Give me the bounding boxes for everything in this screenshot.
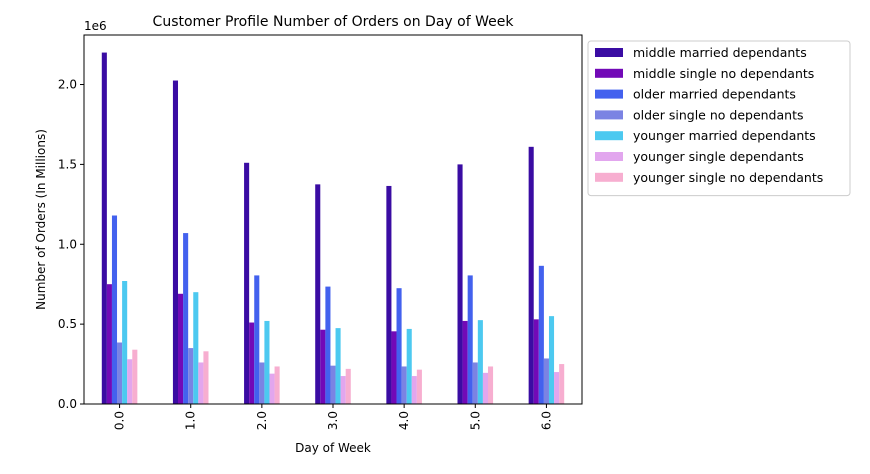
bar-6-0 — [132, 349, 138, 404]
y-axis: 0.0 0.5 1.0 1.5 2.0 — [58, 78, 84, 411]
legend-swatch — [595, 110, 623, 120]
bar-2-1 — [183, 233, 189, 404]
bar-5-3 — [340, 376, 346, 404]
legend-label: middle single no dependants — [633, 66, 814, 81]
bar-4-4 — [406, 328, 412, 404]
bar-2-3 — [325, 286, 331, 404]
legend-swatch — [595, 89, 623, 99]
bar-2-6 — [538, 265, 544, 404]
bar-6-2 — [274, 366, 280, 404]
legend-label: middle married dependants — [633, 45, 807, 60]
bar-4-2 — [264, 320, 270, 404]
bar-5-5 — [482, 372, 488, 404]
legend-swatch — [595, 152, 623, 161]
bar-0-3 — [315, 184, 321, 404]
bar-3-4 — [401, 366, 407, 404]
x-tick-label: 5.0 — [468, 411, 482, 430]
bar-1-4 — [391, 331, 397, 404]
legend-swatch — [595, 131, 623, 141]
y-tick-label: 1.0 — [58, 237, 77, 251]
bar-3-0 — [117, 342, 123, 404]
y-offset-label: 1e6 — [84, 19, 107, 33]
x-tick-label: 2.0 — [255, 411, 269, 430]
bar-2-4 — [396, 288, 402, 404]
y-tick-label: 0.0 — [58, 397, 77, 411]
legend-swatch — [595, 48, 623, 57]
bar-1-3 — [320, 329, 326, 404]
bar-0-1 — [172, 80, 179, 404]
x-axis-label: Day of Week — [295, 441, 371, 455]
bar-1-1 — [178, 293, 184, 404]
bar-6-6 — [559, 364, 565, 404]
legend-swatch — [595, 172, 623, 182]
bar-1-2 — [249, 322, 255, 404]
bar-2-0 — [111, 215, 118, 404]
chart-title: Customer Profile Number of Orders on Day… — [153, 14, 515, 30]
bar-0-0 — [101, 52, 107, 404]
bar-6-5 — [487, 366, 494, 404]
bar-0-5 — [457, 164, 463, 404]
legend-label: older married dependants — [633, 87, 796, 102]
legend-swatch — [595, 68, 623, 78]
bar-4-0 — [122, 281, 128, 404]
x-tick-label: 4.0 — [397, 411, 411, 430]
bar-2-2 — [254, 275, 260, 404]
bar-5-4 — [411, 376, 417, 404]
bar-5-2 — [269, 373, 275, 404]
bar-0-4 — [386, 185, 392, 404]
y-tick-label: 2.0 — [58, 78, 77, 92]
bar-2-5 — [467, 275, 473, 404]
bar-6-4 — [416, 369, 422, 404]
bar-1-5 — [462, 320, 468, 404]
legend-label: older single no dependants — [633, 107, 803, 122]
bar-3-6 — [543, 358, 549, 404]
bar-6-1 — [203, 351, 209, 404]
legend-label: younger single no dependants — [633, 170, 823, 185]
legend-label: younger single dependants — [633, 149, 804, 164]
bar-5-0 — [127, 359, 133, 404]
y-axis-label: Number of Orders (In Millions) — [34, 129, 48, 310]
x-tick-label: 1.0 — [184, 411, 198, 430]
x-tick-label: 3.0 — [326, 411, 340, 430]
bar-3-3 — [330, 365, 336, 404]
bar-0-6 — [528, 146, 534, 404]
x-tick-label: 6.0 — [539, 411, 553, 430]
y-tick-label: 0.5 — [58, 317, 77, 331]
bar-4-5 — [477, 320, 483, 404]
bar-4-3 — [335, 328, 341, 404]
bar-3-5 — [472, 362, 478, 404]
legend-label: younger married dependants — [633, 128, 816, 143]
bar-1-0 — [106, 284, 112, 404]
bar-3-1 — [188, 348, 194, 404]
bar-1-6 — [533, 319, 539, 404]
bar-3-2 — [259, 362, 265, 404]
bar-4-1 — [193, 292, 199, 404]
legend: middle married dependants middle single n… — [587, 40, 851, 197]
bars-group — [101, 52, 565, 404]
x-axis: 0.0 1.0 2.0 3.0 4.0 5.0 6.0 — [113, 404, 553, 430]
bar-6-3 — [345, 368, 351, 404]
y-tick-label: 1.5 — [58, 157, 77, 171]
bar-0-2 — [244, 162, 250, 404]
plot-frame — [83, 34, 583, 405]
bar-4-6 — [548, 316, 555, 404]
x-tick-label: 0.0 — [113, 411, 127, 430]
legend-frame — [587, 40, 851, 197]
bar-5-6 — [554, 372, 560, 404]
bar-5-1 — [198, 362, 204, 404]
